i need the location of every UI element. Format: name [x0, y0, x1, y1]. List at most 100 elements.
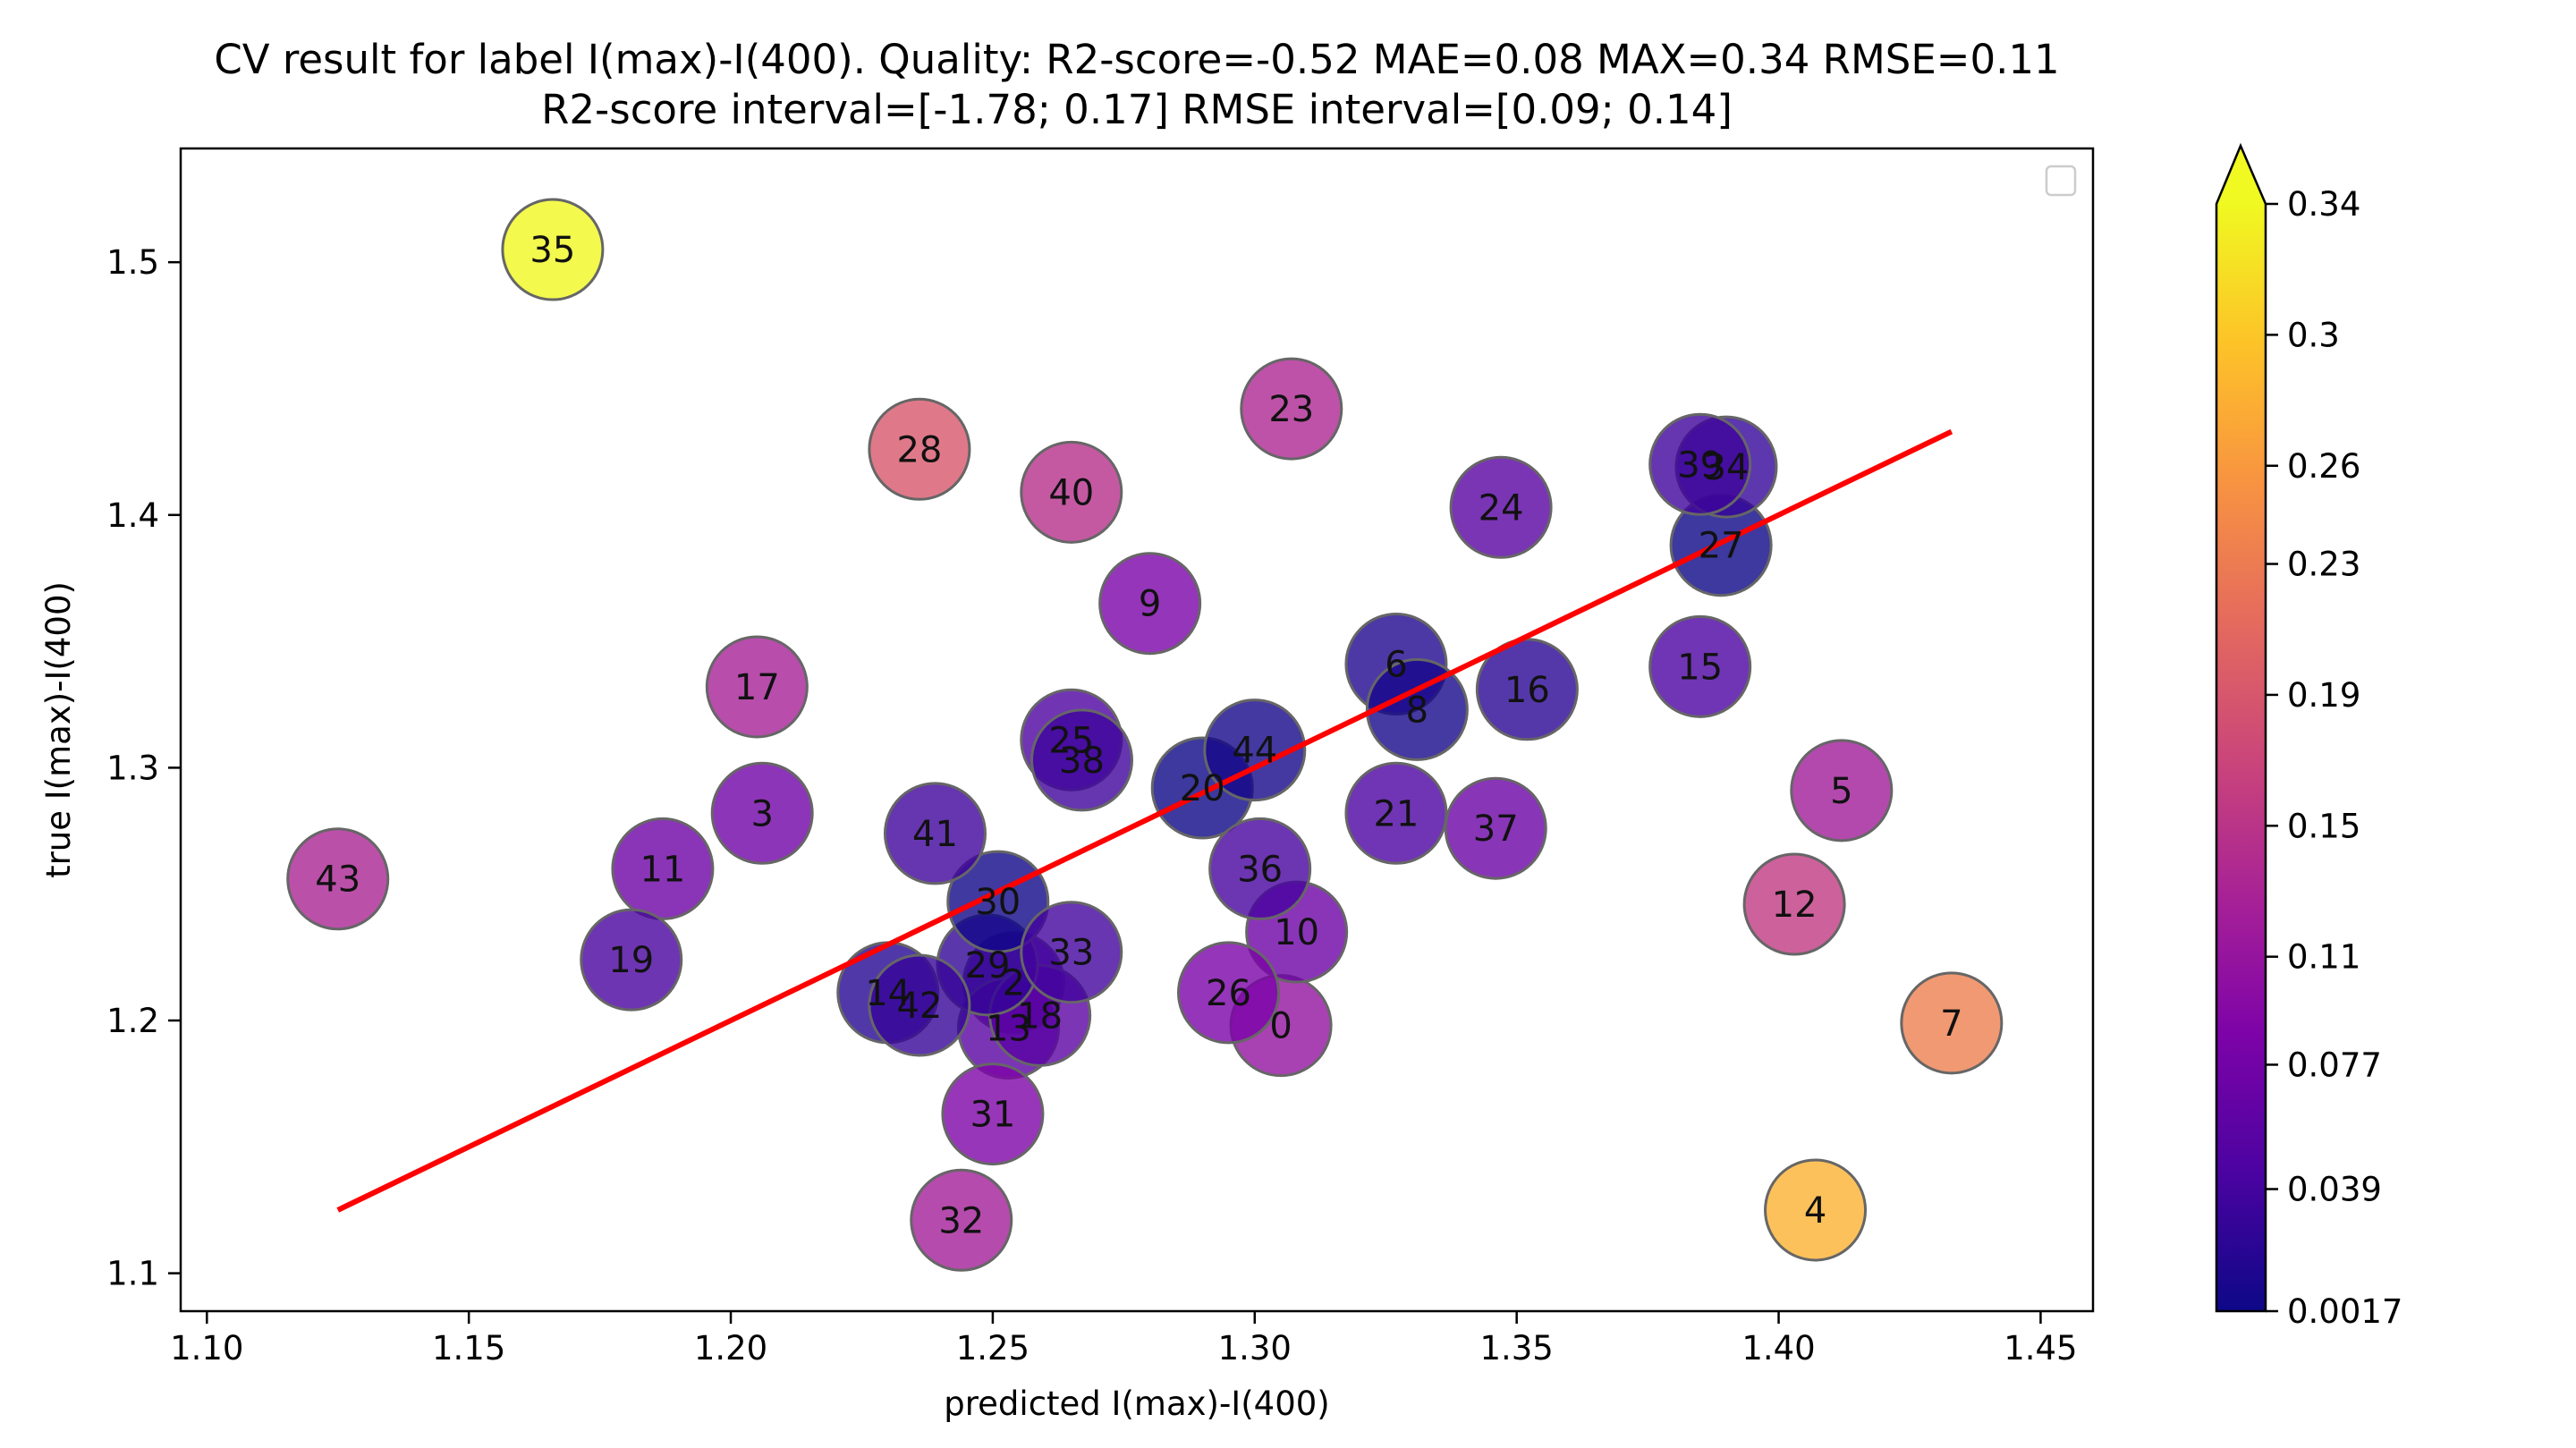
legend-box — [2045, 165, 2077, 197]
data-point — [1790, 739, 1894, 843]
point-label: 37 — [1473, 809, 1519, 850]
x-axis-label: predicted I(max)-I(400) — [944, 1384, 1329, 1423]
point-label: 35 — [530, 230, 575, 271]
plot-frame — [181, 148, 2093, 1311]
data-point — [1030, 708, 1133, 812]
y-tick-label: 1.1 — [106, 1255, 159, 1293]
data-point — [1344, 761, 1448, 865]
point-label: 13 — [986, 1008, 1031, 1049]
colorbar-ticks: 0.0017 0.039 0.077 0.11 0.15 0.19 0.23 0.26 0.3 0… — [2266, 185, 2402, 1331]
point-label: 33 — [1048, 933, 1094, 974]
point-label: 6 — [1385, 645, 1407, 686]
data-point — [580, 908, 683, 1012]
point-label: 9 — [1139, 584, 1161, 625]
point-label: 27 — [1699, 526, 1744, 567]
data-point — [611, 817, 715, 920]
point-label: 10 — [1274, 912, 1319, 953]
data-point — [1449, 455, 1553, 559]
colorbar-tick-label: 0.19 — [2287, 676, 2360, 715]
data-point — [1177, 941, 1281, 1045]
data-point — [1900, 971, 2004, 1075]
data-point — [1020, 440, 1123, 544]
point-label: 16 — [1504, 670, 1550, 711]
point-label: 14 — [865, 973, 911, 1014]
data-point — [883, 782, 987, 885]
data-point — [941, 1063, 1045, 1166]
y-axis: 1.1 1.2 1.3 1.4 1.5 — [106, 243, 181, 1293]
point-label: 19 — [608, 940, 654, 981]
point-label: 34 — [1704, 447, 1750, 488]
data-point — [1444, 776, 1547, 880]
point-label: 5 — [1830, 771, 1852, 812]
point-label: 44 — [1232, 731, 1277, 772]
colorbar-tick-label: 0.11 — [2287, 938, 2360, 977]
point-label: 15 — [1677, 647, 1723, 688]
point-label: 36 — [1237, 849, 1283, 890]
data-point — [1208, 817, 1312, 920]
x-axis: 1.10 1.15 1.20 1.25 1.30 1.35 1.40 1.45 — [170, 1311, 2078, 1368]
colorbar-extend-arrow — [2216, 146, 2266, 204]
colorbar-tick-label: 0.039 — [2287, 1171, 2382, 1209]
data-point — [1648, 412, 1752, 516]
point-label: 17 — [734, 667, 780, 708]
point-label: 3 — [750, 793, 773, 834]
colorbar-tick-label: 0.0017 — [2287, 1292, 2402, 1331]
colorbar-gradient — [2216, 204, 2266, 1311]
point-label: 20 — [1180, 768, 1225, 809]
labels-layer: 0234567891011121314151617181920212324252… — [315, 230, 1962, 1241]
point-label: 30 — [975, 882, 1021, 923]
x-tick-label: 1.35 — [1479, 1329, 1553, 1368]
x-tick-label: 1.25 — [956, 1329, 1030, 1368]
data-point — [868, 397, 971, 501]
point-label: 25 — [1048, 720, 1094, 761]
data-point — [1365, 657, 1469, 761]
fit-line — [336, 428, 1953, 1213]
colorbar-outline — [2215, 142, 2267, 1313]
point-label: 0 — [1269, 1006, 1292, 1047]
point-label: 32 — [938, 1200, 984, 1241]
data-point — [1098, 552, 1202, 656]
data-point — [705, 635, 809, 739]
data-point — [286, 827, 390, 931]
data-point — [501, 198, 605, 301]
data-point — [868, 953, 971, 1057]
y-tick-label: 1.2 — [106, 1002, 159, 1040]
point-label: 43 — [315, 859, 360, 901]
y-tick-label: 1.4 — [106, 496, 159, 535]
data-point — [1648, 614, 1752, 718]
point-label: 26 — [1206, 973, 1251, 1014]
point-label: 42 — [896, 986, 942, 1027]
x-tick-label: 1.40 — [1741, 1329, 1815, 1368]
point-label: 41 — [912, 814, 958, 855]
colorbar-tick-label: 0.077 — [2287, 1046, 2382, 1084]
colorbar-tick-label: 0.23 — [2287, 546, 2360, 584]
point-label: 21 — [1373, 793, 1419, 834]
y-axis-label: true I(max)-I(400) — [39, 581, 78, 878]
point-label: 40 — [1048, 472, 1094, 513]
colorbar-tick-label: 0.3 — [2287, 316, 2340, 354]
point-label: 39 — [1677, 445, 1723, 486]
point-label: 4 — [1804, 1190, 1826, 1232]
point-label: 2 — [1003, 963, 1025, 1004]
data-point — [1020, 901, 1123, 1004]
y-tick-label: 1.3 — [106, 749, 159, 787]
colorbar-tick-label: 0.34 — [2287, 185, 2360, 224]
data-point — [1203, 699, 1307, 802]
y-tick-label: 1.5 — [106, 243, 159, 282]
data-point — [1742, 852, 1846, 956]
colorbar-tick-label: 0.26 — [2287, 447, 2360, 486]
point-label: 8 — [1406, 690, 1428, 731]
point-label: 28 — [896, 429, 942, 470]
x-tick-label: 1.30 — [1218, 1329, 1292, 1368]
data-point — [710, 761, 814, 865]
colorbar: 0.0017 0.039 0.077 0.11 0.15 0.19 0.23 0.26 0.3 0… — [2215, 142, 2402, 1331]
data-point — [910, 1168, 1013, 1272]
point-label: 38 — [1059, 741, 1105, 782]
point-label: 23 — [1268, 389, 1314, 430]
x-tick-label: 1.20 — [694, 1329, 767, 1368]
chart-subtitle: R2-score interval=[-1.78; 0.17] RMSE int… — [541, 86, 1733, 133]
point-label: 18 — [1017, 995, 1063, 1037]
data-point — [1240, 357, 1343, 461]
points-layer — [286, 198, 2004, 1272]
